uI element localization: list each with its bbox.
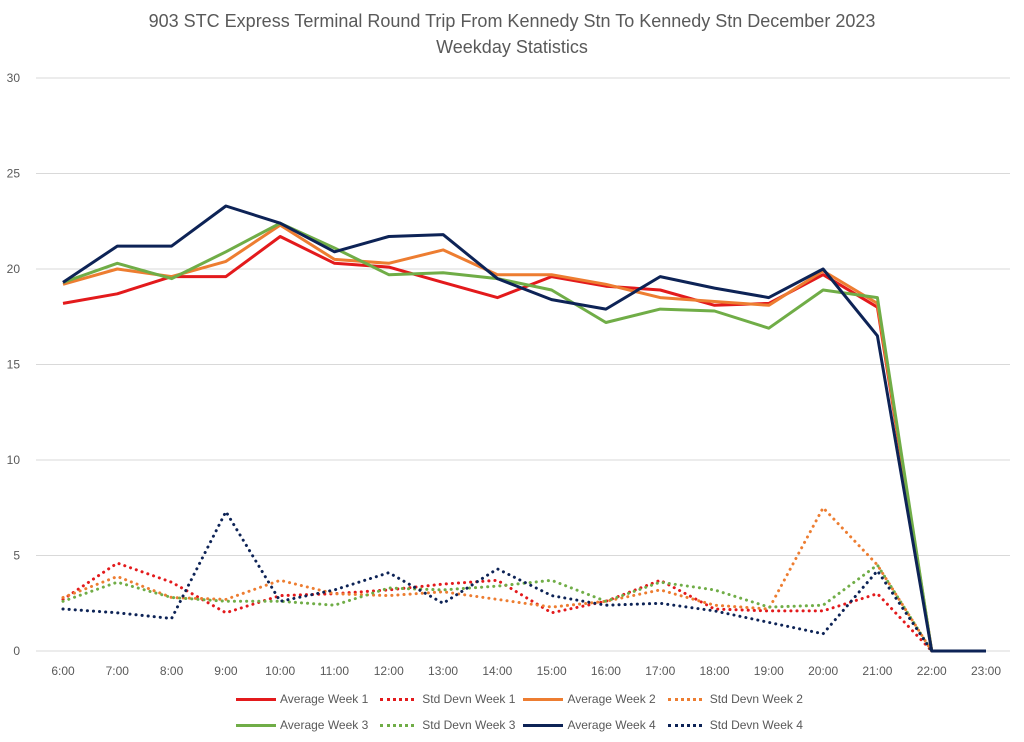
legend-swatch (523, 697, 564, 701)
legend-swatch (380, 697, 415, 701)
x-tick-label: 18:00 (700, 664, 730, 678)
legend-label: Average Week 4 (567, 718, 656, 732)
legend-label: Average Week 3 (280, 718, 369, 732)
series-line-std-devn-week-2 (61, 506, 934, 653)
x-tick-label: 20:00 (808, 664, 838, 678)
y-tick-label: 25 (7, 167, 21, 181)
x-axis-ticks: 6:00 7:00 8:00 9:00 10:00 11:00 12:00 13:00 14:0… (51, 664, 1001, 678)
legend-label: Average Week 1 (280, 692, 369, 706)
y-axis-ticks: 0 5 10 15 20 25 30 (7, 71, 21, 658)
series-line-std-devn-week-4 (61, 510, 934, 653)
series-line-std-devn-week-1 (61, 561, 934, 653)
legend-item: Std Devn Week 3 (376, 718, 515, 732)
legend-swatch (236, 697, 276, 701)
series-line-std-devn-week-3 (61, 563, 934, 653)
x-tick-label: 23:00 (971, 664, 1001, 678)
legend-item: Average Week 2 (523, 692, 656, 706)
legend-item: Average Week 3 (236, 718, 368, 732)
y-tick-label: 5 (13, 549, 20, 563)
x-tick-label: 11:00 (320, 664, 349, 678)
x-tick-label: 12:00 (374, 664, 404, 678)
x-tick-label: 16:00 (591, 664, 621, 678)
legend-item: Std Devn Week 1 (376, 692, 515, 706)
legend-item: Average Week 1 (236, 692, 368, 706)
legend-label: Std Devn Week 2 (709, 692, 803, 706)
chart-title: 903 STC Express Terminal Round Trip From… (148, 11, 876, 31)
y-tick-label: 20 (7, 262, 21, 276)
legend-item: Average Week 4 (523, 718, 656, 732)
x-tick-label: 9:00 (214, 664, 238, 678)
series-line-average-week-1 (62, 235, 934, 652)
legend-row: Average Week 1 Std Devn Week 1 Average Wee… (236, 691, 811, 707)
legend-label: Std Devn Week 1 (422, 692, 516, 706)
x-tick-label: 21:00 (862, 664, 892, 678)
legend-label: Std Devn Week 4 (709, 718, 803, 732)
legend-swatch (236, 723, 276, 727)
x-tick-label: 10:00 (265, 664, 295, 678)
y-tick-label: 30 (7, 71, 21, 85)
legend-swatch (667, 697, 702, 701)
legend-item: Std Devn Week 4 (664, 718, 803, 732)
series-line-average-week-2 (62, 223, 934, 652)
legend-label: Std Devn Week 3 (422, 718, 516, 732)
y-tick-label: 10 (7, 453, 21, 467)
x-tick-label: 6:00 (51, 664, 75, 678)
gridlines (36, 77, 1010, 652)
chart-subtitle: Weekday Statistics (436, 37, 588, 57)
x-tick-label: 15:00 (537, 664, 567, 678)
legend-row: Average Week 3 Std Devn Week 3 Average Wee… (236, 717, 811, 733)
x-tick-label: 13:00 (428, 664, 458, 678)
x-tick-label: 22:00 (917, 664, 947, 678)
x-tick-label: 14:00 (482, 664, 512, 678)
legend-item: Std Devn Week 2 (664, 692, 803, 706)
legend-swatch (523, 723, 564, 727)
legend-label: Average Week 2 (567, 692, 656, 706)
legend-swatch (380, 723, 415, 727)
series-line-average-week-4 (62, 204, 986, 653)
series-lines (61, 204, 986, 653)
y-tick-label: 0 (13, 644, 20, 658)
x-tick-label: 17:00 (645, 664, 675, 678)
x-tick-label: 19:00 (754, 664, 784, 678)
x-tick-label: 8:00 (160, 664, 184, 678)
legend-swatch (667, 723, 702, 727)
x-tick-label: 7:00 (106, 664, 130, 678)
y-tick-label: 15 (7, 358, 21, 372)
